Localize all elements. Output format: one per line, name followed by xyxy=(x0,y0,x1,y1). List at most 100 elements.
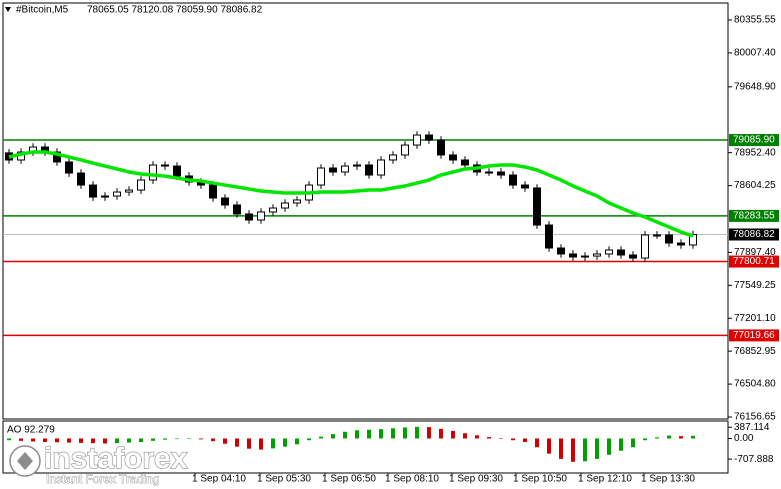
candle-body xyxy=(65,161,73,174)
y-tick-label: 387.114 xyxy=(734,422,770,433)
candle-body xyxy=(173,165,181,177)
candle-body xyxy=(605,249,613,255)
watermark-tagline: Instant Forex Trading xyxy=(46,472,159,486)
ao-bar xyxy=(307,438,311,441)
x-tick-label: 1 Sep 04:10 xyxy=(192,474,246,485)
watermark: instaforex Instant Forex Trading xyxy=(9,441,188,487)
candle-body xyxy=(161,164,169,167)
ao-bar xyxy=(583,438,587,462)
y-tick-label: 0.00 xyxy=(734,433,754,444)
ao-bar xyxy=(139,438,143,442)
y-tick-label: 76504.80 xyxy=(734,379,776,390)
ao-bar xyxy=(415,426,419,439)
ao-bar xyxy=(475,435,479,439)
ao-bar xyxy=(115,438,119,444)
candle-body xyxy=(557,247,565,255)
ao-bar xyxy=(103,438,107,444)
candle-body xyxy=(137,179,145,191)
ao-bar xyxy=(175,438,179,440)
ao-bar xyxy=(607,438,611,455)
ao-bar xyxy=(523,438,527,442)
x-tick-label: 1 Sep 06:50 xyxy=(322,474,376,485)
ao-bar xyxy=(19,438,23,441)
ao-bar xyxy=(403,427,407,439)
candle-body xyxy=(497,171,505,176)
candle-body xyxy=(425,134,433,141)
ao-bar xyxy=(259,438,263,450)
ao-bar xyxy=(487,437,491,439)
ao-bar xyxy=(679,436,683,439)
candle-body xyxy=(149,164,157,181)
ao-bar xyxy=(619,438,623,451)
ao-bar xyxy=(295,438,299,445)
ao-bar xyxy=(319,436,323,439)
candle-body xyxy=(257,211,265,221)
moving-average xyxy=(8,150,694,238)
candle-body xyxy=(677,242,685,246)
candle-body xyxy=(209,184,217,199)
candle-body xyxy=(221,197,229,206)
ao-bar xyxy=(151,438,155,441)
ao-bar xyxy=(427,427,431,439)
candle-body xyxy=(653,234,661,237)
candle-body xyxy=(113,191,121,197)
x-tick-label: 1 Sep 08:10 xyxy=(385,474,439,485)
main-panel xyxy=(2,2,729,420)
candle-body xyxy=(509,174,517,186)
level-label: 77019.66 xyxy=(733,330,775,341)
candle-body xyxy=(89,184,97,198)
y-tick-label: 77897.40 xyxy=(734,247,776,258)
candle-body xyxy=(341,165,349,173)
watermark-name: instaforex xyxy=(44,442,188,475)
y-tick-label: 76156.65 xyxy=(734,412,776,423)
ao-bar xyxy=(451,430,455,439)
candle-body xyxy=(437,139,445,156)
candle-body xyxy=(269,207,277,213)
y-tick-label: 80007.40 xyxy=(734,48,776,59)
candle-body xyxy=(101,195,109,198)
candle-body xyxy=(641,234,649,259)
ao-bar xyxy=(691,435,695,439)
ao-bar xyxy=(163,438,167,440)
candle-body xyxy=(593,253,601,257)
ao-bar xyxy=(271,438,275,449)
ao-bar xyxy=(391,428,395,439)
candle-body xyxy=(449,154,457,161)
x-tick-label: 1 Sep 13:30 xyxy=(641,474,695,485)
candle-body xyxy=(401,144,409,156)
level-box xyxy=(729,209,779,222)
candle-body xyxy=(317,167,325,186)
y-tick-label: 77549.25 xyxy=(734,280,776,291)
ao-bar xyxy=(367,429,371,439)
ao-bar xyxy=(235,438,239,447)
ao-bar xyxy=(559,438,563,459)
price-box xyxy=(729,228,779,241)
candle-body xyxy=(533,187,541,226)
level-box xyxy=(729,255,779,268)
ao-bar xyxy=(463,433,467,439)
ao-bar xyxy=(91,438,95,444)
level-label: 78283.55 xyxy=(733,211,775,222)
candle-body xyxy=(629,254,637,259)
ao-bar xyxy=(439,428,443,439)
candle-body xyxy=(53,151,61,163)
ao-bar xyxy=(343,431,347,439)
candle-body xyxy=(617,249,625,256)
candle-body xyxy=(125,189,133,193)
ao-bar xyxy=(127,438,131,443)
candle-body xyxy=(245,213,253,221)
y-tick-label: 78952.40 xyxy=(734,147,776,158)
candle-body xyxy=(569,253,577,258)
level-label: 77800.71 xyxy=(733,256,775,267)
ao-bar xyxy=(211,438,215,442)
candle-body xyxy=(545,224,553,249)
x-tick-label: 1 Sep 05:30 xyxy=(257,474,311,485)
candle-body xyxy=(77,172,85,186)
ao-bar xyxy=(79,438,83,443)
level-box xyxy=(729,134,779,147)
ao-bar xyxy=(511,438,515,441)
header-arrow xyxy=(5,7,11,12)
chart-subtitle: 78065.05 78120.08 78059.90 78086.82 xyxy=(87,5,263,16)
ao-bar xyxy=(31,438,35,442)
ao-bar xyxy=(595,438,599,459)
